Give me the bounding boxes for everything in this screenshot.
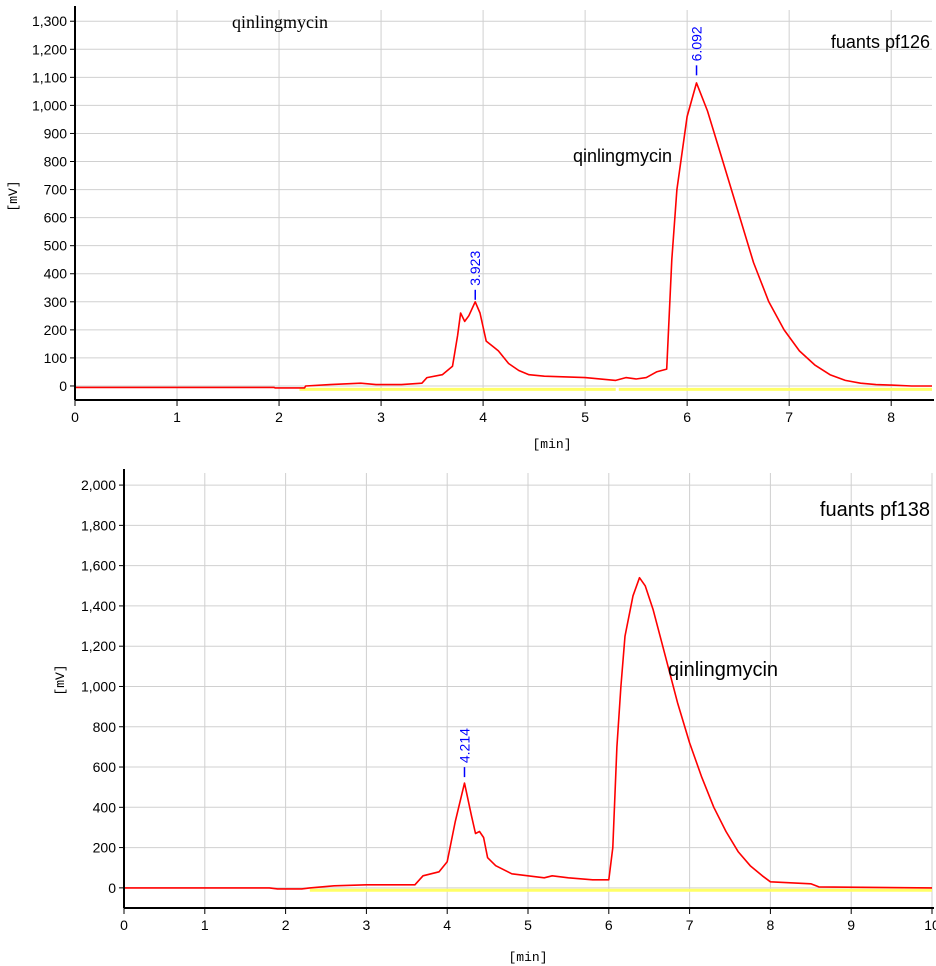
peak-annotation: qinlingmycin	[668, 659, 778, 681]
chart-title: fuants pf126	[831, 32, 930, 52]
y-tick-labels: 0 200 400 600 800 1,000 1,200 1,400 1,600 1,800 2,…	[81, 477, 124, 896]
chromatogram-pf126: 0 100 200 300 400 500 600 700 800 900 1,000 1,100 1,…	[6, 6, 934, 452]
x-tick-label: 2	[282, 917, 290, 933]
y-tick-label: 1,600	[81, 558, 116, 574]
y-tick-label: 400	[44, 266, 68, 282]
peak-annotation: qinlingmycin	[573, 146, 672, 166]
peak-label: 3.923	[467, 251, 483, 286]
y-tick-label: 600	[44, 210, 68, 226]
x-tick-label: 0	[120, 917, 128, 933]
x-tick-label: 7	[686, 917, 694, 933]
y-tick-label: 200	[44, 322, 68, 338]
x-tick-label: 1	[201, 917, 209, 933]
y-tick-label: 900	[44, 125, 68, 141]
axes	[123, 469, 934, 909]
x-tick-labels: 0 1 2 3 4 5 6 7 8	[71, 400, 895, 425]
signal-trace	[124, 576, 933, 890]
y-tick-label: 0	[108, 880, 116, 896]
signal-line	[75, 82, 932, 389]
grid-lines	[74, 10, 932, 400]
x-tick-label: 1	[173, 409, 181, 425]
x-tick-label: 9	[847, 917, 855, 933]
peak-labels: 3.923 6.092	[467, 26, 705, 300]
x-tick-label: 8	[767, 917, 775, 933]
x-tick-label: 4	[443, 917, 451, 933]
y-tick-label: 1,800	[81, 517, 116, 533]
x-tick-label: 10	[924, 917, 936, 933]
peak-label: 4.214	[456, 728, 472, 763]
x-tick-label: 5	[581, 409, 589, 425]
y-tick-label: 1,000	[32, 97, 67, 113]
x-tick-label: 3	[377, 409, 385, 425]
y-axis-label: [mV]	[53, 664, 68, 695]
x-tick-label: 5	[524, 917, 532, 933]
y-axis-label: [mV]	[6, 180, 21, 211]
x-tick-label: 2	[275, 409, 283, 425]
x-tick-label: 8	[887, 409, 895, 425]
x-axis-label: [min]	[532, 437, 571, 452]
x-tick-label: 0	[71, 409, 79, 425]
peak-labels: 4.214	[456, 728, 472, 778]
signal-trace	[75, 82, 932, 389]
chromatogram-pf138: 0 200 400 600 800 1,000 1,200 1,400 1,600 1,800 2,…	[53, 469, 936, 965]
y-tick-label: 1,400	[81, 598, 116, 614]
y-tick-label: 2,000	[81, 477, 116, 493]
y-tick-label: 500	[44, 238, 68, 254]
y-tick-label: 1,000	[81, 678, 116, 694]
y-tick-label: 1,200	[32, 41, 67, 57]
y-tick-label: 300	[44, 294, 68, 310]
chart-title: fuants pf138	[820, 499, 930, 521]
x-tick-label: 6	[683, 409, 691, 425]
y-tick-label: 200	[93, 840, 117, 856]
y-tick-label: 1,300	[32, 13, 67, 29]
x-axis-label: [min]	[508, 950, 547, 965]
x-tick-label: 3	[363, 917, 371, 933]
y-tick-label: 800	[93, 719, 117, 735]
peak-label: 6.092	[689, 26, 705, 61]
y-tick-label: 100	[44, 350, 68, 366]
x-tick-label: 4	[479, 409, 487, 425]
y-tick-label: 0	[59, 378, 67, 394]
top-label: qinlingmycin	[232, 12, 328, 32]
y-tick-label: 800	[44, 154, 68, 170]
y-tick-label: 700	[44, 182, 68, 198]
y-tick-label: 1,100	[32, 69, 67, 85]
x-tick-label: 6	[605, 917, 613, 933]
signal-line	[124, 576, 933, 890]
x-tick-labels: 0 1 2 3 4 5 6 7 8 9 10	[120, 908, 936, 933]
y-tick-label: 1,200	[81, 638, 116, 654]
grid-lines	[123, 473, 933, 908]
axes	[74, 6, 934, 401]
y-tick-label: 400	[93, 799, 117, 815]
x-tick-label: 7	[785, 409, 793, 425]
y-tick-labels: 0 100 200 300 400 500 600 700 800 900 1,000 1,100 1,…	[32, 13, 75, 394]
y-tick-label: 600	[93, 759, 117, 775]
